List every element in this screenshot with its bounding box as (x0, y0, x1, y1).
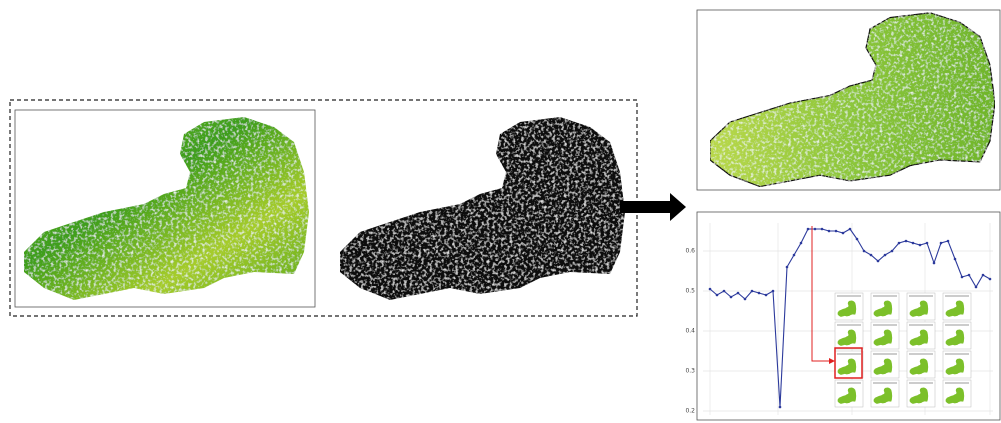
point (884, 254, 887, 257)
point (793, 254, 796, 257)
point (751, 290, 754, 293)
point (870, 254, 873, 257)
point (709, 288, 712, 291)
y-tick-label: 0.6 (685, 248, 695, 255)
point (737, 292, 740, 295)
point (926, 242, 929, 245)
point (877, 260, 880, 263)
point (919, 244, 922, 247)
point (856, 238, 859, 241)
arrow (620, 193, 686, 221)
point (835, 230, 838, 233)
point (842, 232, 845, 235)
point (758, 292, 761, 295)
point (807, 228, 810, 231)
point (905, 240, 908, 243)
y-tick-label: 0.5 (685, 288, 695, 295)
point (744, 298, 747, 301)
point (968, 274, 971, 277)
point (961, 276, 964, 279)
point (772, 290, 775, 293)
point (863, 250, 866, 253)
point (730, 296, 733, 299)
point (821, 228, 824, 231)
point (716, 294, 719, 297)
point (954, 258, 957, 261)
point (940, 242, 943, 245)
point (947, 240, 950, 243)
point (982, 274, 985, 277)
point (814, 228, 817, 231)
y-tick-label: 0.3 (685, 368, 695, 375)
y-tick-label: 0.2 (685, 408, 695, 415)
point (828, 230, 831, 233)
mask-map (340, 117, 625, 300)
point (786, 266, 789, 269)
y-tick-label: 0.4 (685, 328, 695, 335)
point (989, 278, 992, 281)
point (765, 294, 768, 297)
point (912, 242, 915, 245)
point (849, 228, 852, 231)
point (723, 290, 726, 293)
point (891, 250, 894, 253)
point (933, 262, 936, 265)
point (975, 286, 978, 289)
figure: 0.2 0.3 0.4 0.5 0.6 (0, 0, 1001, 423)
point (898, 242, 901, 245)
point (800, 242, 803, 245)
point (779, 406, 782, 409)
